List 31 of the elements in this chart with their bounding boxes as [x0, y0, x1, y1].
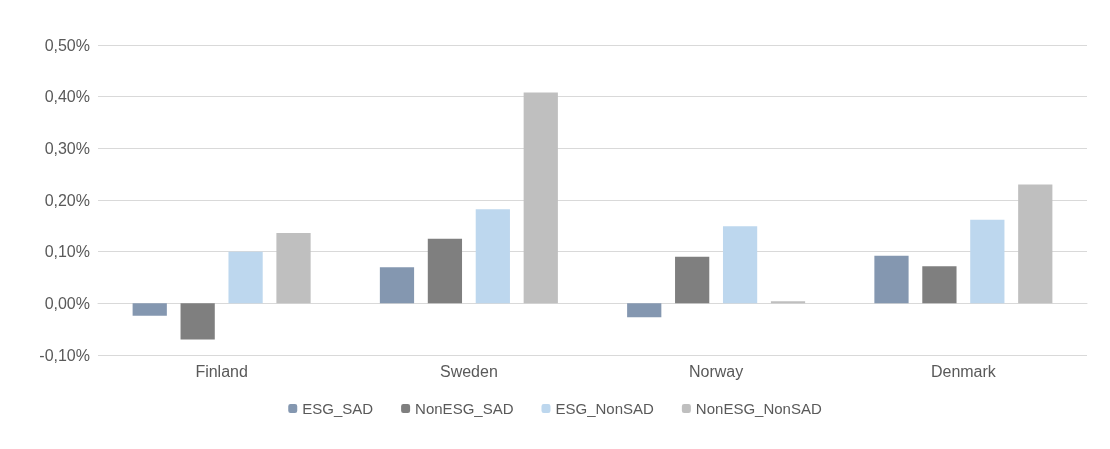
- bar: [379, 267, 415, 304]
- bar: [722, 226, 758, 304]
- x-tick-label: Finland: [195, 362, 248, 380]
- bar: [427, 238, 463, 304]
- x-tick-label: Norway: [689, 362, 744, 380]
- bar: [770, 301, 806, 304]
- x-tick-label: Sweden: [439, 362, 498, 380]
- legend-label: NonESG_SAD: [415, 400, 514, 417]
- y-tick-label: 0,40%: [44, 88, 90, 106]
- bar: [475, 209, 510, 304]
- bar: [675, 256, 710, 304]
- bar: [228, 251, 263, 304]
- bar: [523, 92, 558, 304]
- legend-label: ESG_NonSAD: [555, 400, 655, 417]
- y-tick-label: 0,10%: [44, 243, 90, 261]
- legend-label: ESG_SAD: [302, 400, 374, 417]
- bar: [874, 255, 909, 304]
- y-tick-label: 0,30%: [44, 139, 90, 157]
- bar: [970, 219, 1005, 304]
- bar: [180, 303, 215, 340]
- x-tick-label: Denmark: [930, 362, 997, 380]
- y-tick-label: -0,10%: [39, 346, 90, 364]
- y-tick-label: 0,00%: [44, 294, 90, 312]
- legend-label: NonESG_NonSAD: [695, 400, 822, 417]
- bar: [922, 266, 957, 304]
- bar: [627, 303, 662, 318]
- y-tick-label: 0,50%: [44, 36, 90, 54]
- bar: [132, 303, 167, 316]
- bar: [276, 233, 311, 304]
- bar: [1018, 184, 1053, 304]
- y-tick-label: 0,20%: [44, 191, 90, 209]
